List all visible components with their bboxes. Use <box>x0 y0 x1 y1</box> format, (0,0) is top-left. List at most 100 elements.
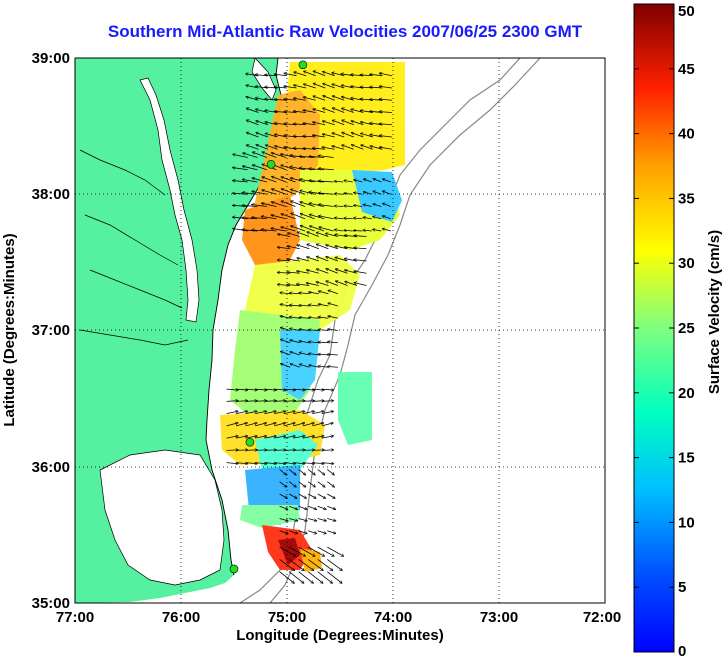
velocity-arrow <box>299 168 315 171</box>
velocity-arrow <box>297 232 310 237</box>
velocity-arrow <box>283 436 295 439</box>
velocity-arrow <box>274 436 285 439</box>
velocity-arrow <box>293 111 307 112</box>
velocity-arrow <box>290 167 306 171</box>
colorbar-label: Surface Velocity (cm/s) <box>706 230 723 394</box>
x-tick-label: 74:00 <box>374 609 412 626</box>
velocity-arrow <box>326 281 339 286</box>
velocity-arrow <box>363 205 372 207</box>
velocity-arrow <box>298 469 306 474</box>
velocity-arrow <box>233 168 248 171</box>
velocity-arrow <box>297 245 310 250</box>
velocity-arrow <box>300 179 315 183</box>
velocity-arrow <box>247 120 259 126</box>
velocity-arrow <box>303 97 316 101</box>
velocity-arrow <box>287 246 300 250</box>
colorbar-tick-label: 0 <box>678 643 686 659</box>
velocity-arrow <box>309 365 319 368</box>
velocity-arrow <box>312 411 323 415</box>
velocity-arrow <box>283 401 296 402</box>
velocity-arrow <box>318 181 334 182</box>
velocity-arrow <box>290 364 300 368</box>
velocity-arrow <box>318 366 329 367</box>
velocity-arrow <box>284 73 297 77</box>
y-tick-label: 36:00 <box>32 459 70 476</box>
velocity-arrow <box>383 191 392 195</box>
velocity-arrow <box>321 436 333 439</box>
velocity-arrow <box>246 108 259 113</box>
velocity-arrow <box>298 505 307 509</box>
velocity-arrow <box>233 205 248 206</box>
velocity-arrow <box>242 166 258 171</box>
velocity-arrow <box>245 389 258 390</box>
velocity-arrow <box>307 469 315 474</box>
velocity-arrow <box>245 450 258 451</box>
velocity-arrow <box>243 153 258 158</box>
velocity-arrow <box>363 192 372 195</box>
velocity-arrow <box>379 99 392 100</box>
colorbar-tick-label: 20 <box>678 385 695 402</box>
colorbar-tick-label: 30 <box>678 255 695 272</box>
velocity-arrow <box>309 354 319 356</box>
velocity-arrow <box>318 168 334 169</box>
velocity-arrow <box>332 146 345 150</box>
velocity-arrow <box>279 559 295 570</box>
velocity-arrow <box>316 256 329 262</box>
velocity-arrow <box>327 505 335 509</box>
y-tick-label: 38:00 <box>32 186 70 203</box>
velocity-arrow <box>332 96 345 101</box>
velocity-arrow <box>242 218 258 219</box>
velocity-arrow <box>328 290 339 295</box>
velocity-arrow <box>379 73 393 77</box>
velocity-arrow <box>351 121 364 126</box>
velocity-arrow <box>313 135 326 138</box>
velocity-arrow <box>233 154 248 158</box>
velocity-arrow <box>300 226 315 232</box>
velocity-arrow <box>309 169 325 170</box>
velocity-arrow <box>327 571 342 583</box>
velocity-arrow <box>261 229 277 232</box>
velocity-arrow <box>307 244 319 250</box>
velocity-arrow <box>271 215 287 220</box>
velocity-arrow <box>288 546 305 556</box>
velocity-arrow <box>283 411 295 415</box>
velocity-arrow <box>319 156 334 158</box>
velocity-arrow <box>279 493 288 498</box>
velocity-arrow <box>321 463 334 464</box>
velocity-arrow <box>300 202 315 207</box>
velocity-arrow <box>309 342 319 343</box>
chart-title: Southern Mid-Atlantic Raw Velocities 200… <box>107 22 583 41</box>
velocity-arrow <box>287 259 300 262</box>
velocity-arrow <box>279 469 287 474</box>
velocity-arrow <box>226 450 239 451</box>
velocity-arrow <box>255 401 267 402</box>
velocity-arrow <box>290 178 306 183</box>
colorbar-tick-label: 40 <box>678 126 695 143</box>
velocity-arrow <box>323 121 335 126</box>
velocity-arrow <box>342 108 354 113</box>
velocity-arrow <box>342 132 354 138</box>
x-tick-label: 76:00 <box>162 609 200 626</box>
velocity-arrow <box>323 96 335 101</box>
velocity-arrow <box>351 133 364 138</box>
velocity-arrow <box>317 493 326 498</box>
velocity-arrow <box>354 236 367 237</box>
velocity-arrow <box>316 282 329 286</box>
velocity-arrow <box>233 228 248 232</box>
velocity-arrow <box>307 571 323 583</box>
velocity-arrow <box>299 156 315 157</box>
velocity-arrow <box>308 530 316 534</box>
velocity-arrow <box>309 292 319 295</box>
velocity-arrow <box>253 152 268 158</box>
velocity-arrow <box>281 154 296 158</box>
velocity-arrow <box>328 316 338 319</box>
y-axis-label: Latitude (Degrees:Minutes) <box>1 233 18 426</box>
velocity-arrow <box>319 216 334 220</box>
velocity-arrow <box>274 423 285 427</box>
velocity-arrow <box>313 83 326 89</box>
velocity-arrow <box>291 213 306 220</box>
velocity-arrow <box>255 450 267 451</box>
y-tick-label: 39:00 <box>32 50 70 67</box>
